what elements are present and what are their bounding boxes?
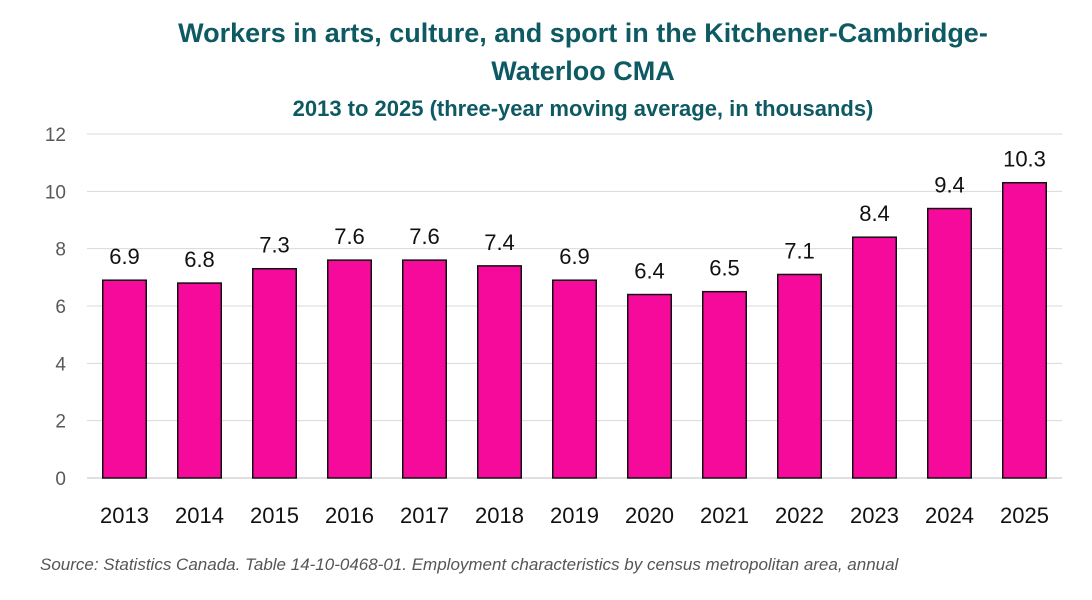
y-tick-label: 0 — [55, 469, 66, 490]
y-tick-label: 8 — [55, 240, 66, 261]
data-label: 7.6 — [409, 224, 440, 249]
y-tick-label: 2 — [55, 412, 66, 433]
bar — [327, 259, 372, 479]
x-tick-label: 2022 — [775, 503, 824, 528]
data-label: 7.3 — [259, 233, 290, 258]
bar — [177, 282, 222, 479]
bar — [402, 259, 447, 479]
bar — [252, 267, 297, 479]
x-tick-label: 2025 — [1000, 503, 1049, 528]
x-tick-label: 2017 — [400, 503, 449, 528]
data-label: 8.4 — [859, 201, 890, 226]
bar — [852, 236, 897, 479]
y-tick-label: 12 — [45, 125, 66, 146]
x-tick-label: 2020 — [625, 503, 674, 528]
x-tick-label: 2024 — [925, 503, 974, 528]
bar — [477, 265, 522, 479]
y-tick-label: 10 — [45, 182, 66, 203]
data-label: 7.4 — [484, 230, 515, 255]
data-label: 9.4 — [934, 173, 965, 198]
y-tick-label: 4 — [55, 354, 66, 375]
data-label: 6.9 — [559, 244, 590, 269]
chart-subtitle: 2013 to 2025 (three-year moving average,… — [292, 96, 874, 121]
bar — [1002, 181, 1047, 479]
bar — [777, 273, 822, 479]
x-tick-label: 2018 — [475, 503, 524, 528]
x-tick-label: 2016 — [325, 503, 374, 528]
data-label: 10.3 — [1003, 147, 1046, 172]
bar — [627, 293, 672, 479]
chart-title-line-1: Workers in arts, culture, and sport in t… — [178, 18, 988, 48]
bar-chart: 0 2 4 6 8 10 12 6.9 2013 6.8 2014 7.3 2015 7.6 2016 7.6… — [45, 125, 1062, 528]
bar — [102, 279, 147, 479]
source-note: Source: Statistics Canada. Table 14-10-0… — [40, 555, 899, 574]
data-label: 6.9 — [109, 244, 140, 269]
x-tick-label: 2021 — [700, 503, 749, 528]
x-tick-label: 2013 — [100, 503, 149, 528]
x-tick-label: 2019 — [550, 503, 599, 528]
bar — [552, 279, 597, 479]
data-label: 7.1 — [784, 238, 815, 263]
bar — [927, 207, 972, 479]
data-label: 6.4 — [634, 259, 665, 284]
data-label: 7.6 — [334, 224, 365, 249]
x-tick-label: 2015 — [250, 503, 299, 528]
y-tick-label: 6 — [55, 297, 66, 318]
bar — [702, 290, 747, 479]
x-tick-label: 2023 — [850, 503, 899, 528]
x-tick-label: 2014 — [175, 503, 224, 528]
data-label: 6.5 — [709, 256, 740, 281]
chart-title-line-2: Waterloo CMA — [491, 56, 675, 86]
data-label: 6.8 — [184, 247, 215, 272]
